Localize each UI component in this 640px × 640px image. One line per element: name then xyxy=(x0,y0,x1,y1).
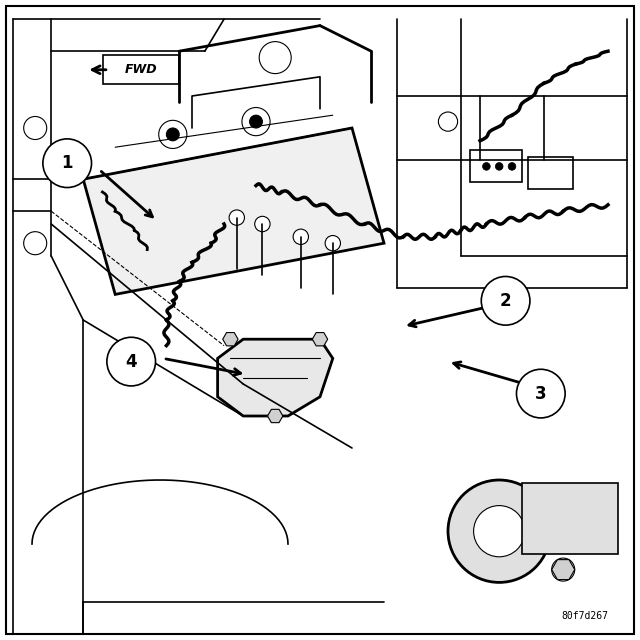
Circle shape xyxy=(293,229,308,244)
Circle shape xyxy=(483,163,490,170)
Circle shape xyxy=(259,42,291,74)
Text: FWD: FWD xyxy=(125,63,157,76)
Circle shape xyxy=(250,115,262,128)
Circle shape xyxy=(159,120,187,148)
Polygon shape xyxy=(312,333,328,346)
FancyBboxPatch shape xyxy=(528,157,573,189)
FancyBboxPatch shape xyxy=(103,55,179,84)
Circle shape xyxy=(552,558,575,581)
Circle shape xyxy=(325,236,340,251)
Circle shape xyxy=(495,163,503,170)
Circle shape xyxy=(43,139,92,188)
Polygon shape xyxy=(268,410,283,422)
Text: 3: 3 xyxy=(535,385,547,403)
Circle shape xyxy=(448,480,550,582)
FancyBboxPatch shape xyxy=(470,150,522,182)
Circle shape xyxy=(481,276,530,325)
Circle shape xyxy=(24,116,47,140)
Text: 1: 1 xyxy=(61,154,73,172)
Circle shape xyxy=(229,210,244,225)
Circle shape xyxy=(474,506,525,557)
Polygon shape xyxy=(218,339,333,416)
Polygon shape xyxy=(223,333,238,346)
Circle shape xyxy=(24,232,47,255)
Circle shape xyxy=(255,216,270,232)
Polygon shape xyxy=(83,128,384,294)
Text: 80f7d267: 80f7d267 xyxy=(561,611,608,621)
Circle shape xyxy=(438,112,458,131)
Polygon shape xyxy=(552,559,575,580)
FancyBboxPatch shape xyxy=(522,483,618,554)
Text: 4: 4 xyxy=(125,353,137,371)
Text: 2: 2 xyxy=(500,292,511,310)
Circle shape xyxy=(107,337,156,386)
Circle shape xyxy=(242,108,270,136)
Circle shape xyxy=(166,128,179,141)
Circle shape xyxy=(508,163,516,170)
Circle shape xyxy=(516,369,565,418)
